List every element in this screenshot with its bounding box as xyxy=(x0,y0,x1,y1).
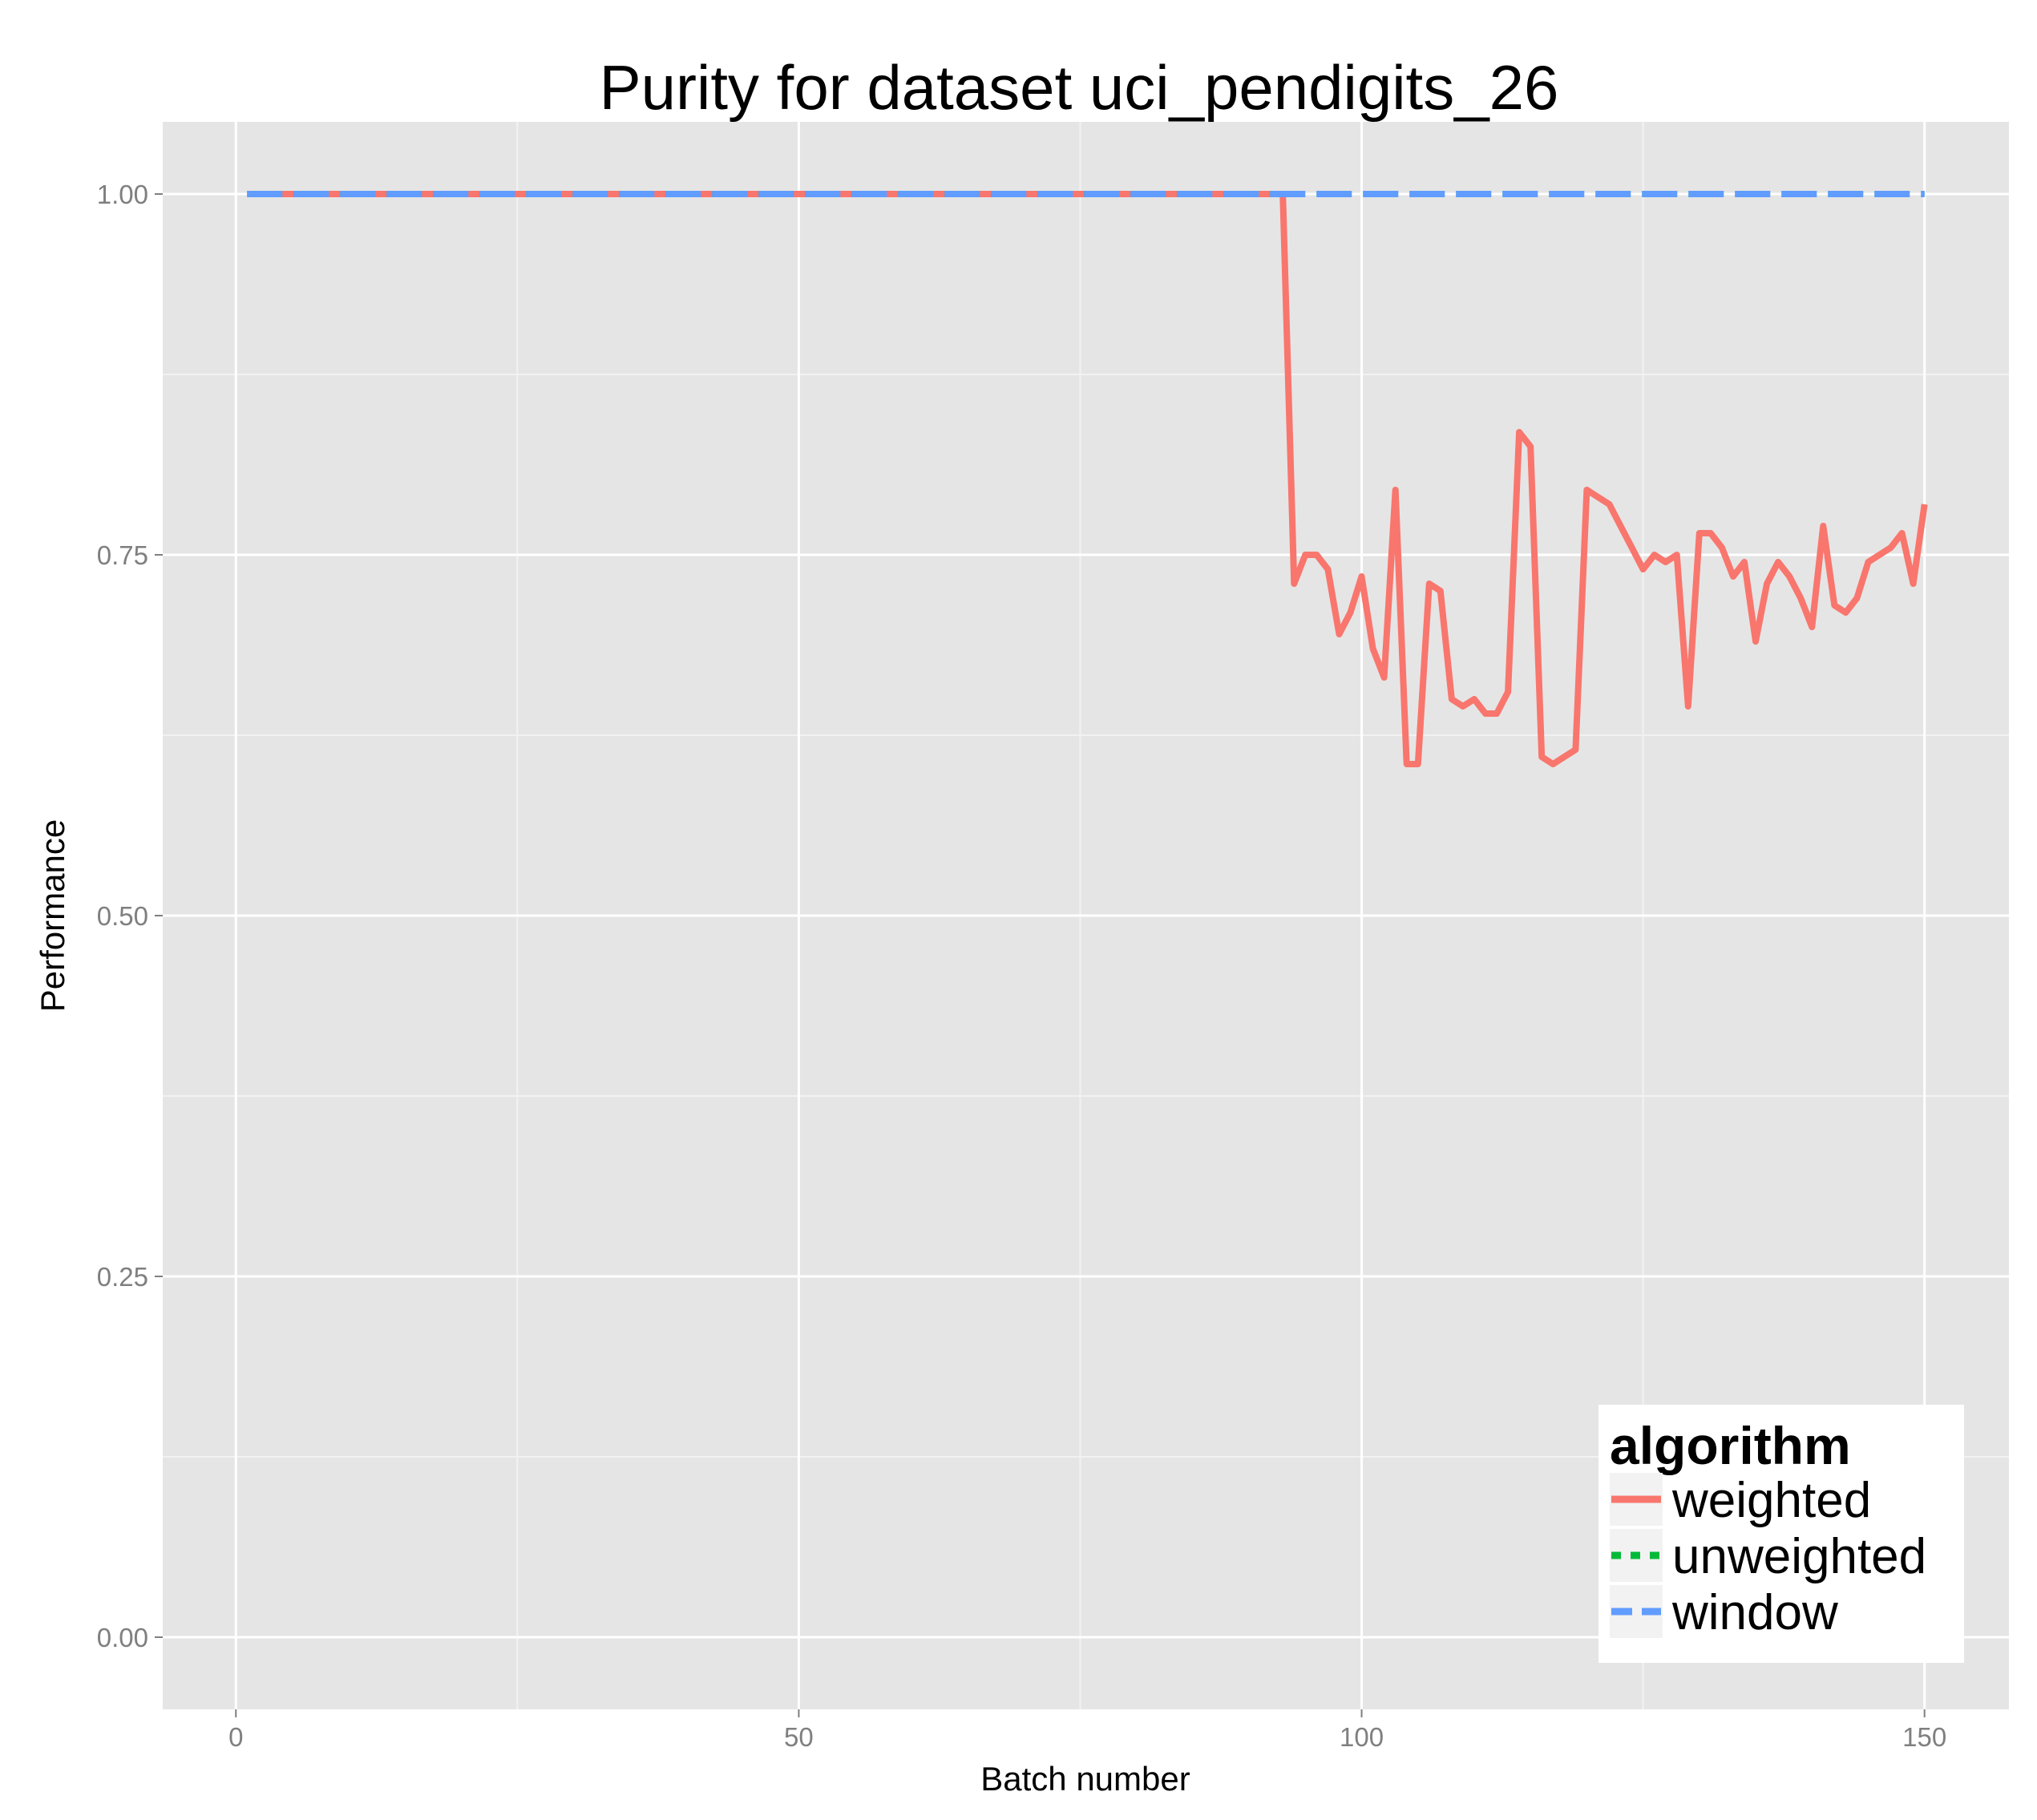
legend-label-unweighted: unweighted xyxy=(1672,1529,1926,1584)
y-tick-label: 0.00 xyxy=(97,1623,148,1652)
x-tick-label: 150 xyxy=(1902,1722,1946,1752)
x-axis-title: Batch number xyxy=(980,1760,1190,1798)
x-axis: 0 50 100 150 xyxy=(228,1709,1946,1752)
legend-title: algorithm xyxy=(1610,1416,1851,1475)
series-lines xyxy=(247,191,1928,767)
y-tick-label: 0.50 xyxy=(97,901,148,931)
y-tick-label: 1.00 xyxy=(97,180,148,209)
x-tick-label: 50 xyxy=(784,1722,814,1752)
y-axis: 0.00 0.25 0.50 0.75 1.00 xyxy=(97,180,163,1652)
x-tick-label: 100 xyxy=(1340,1722,1384,1752)
legend-label-window: window xyxy=(1671,1585,1838,1640)
x-tick-label: 0 xyxy=(228,1722,243,1752)
y-tick-label: 0.25 xyxy=(97,1262,148,1292)
y-tick-label: 0.75 xyxy=(97,540,148,570)
legend-label-weighted: weighted xyxy=(1671,1473,1871,1528)
chart-title: Purity for dataset uci_pendigits_26 xyxy=(600,52,1559,123)
y-axis-title: Performance xyxy=(34,819,71,1012)
